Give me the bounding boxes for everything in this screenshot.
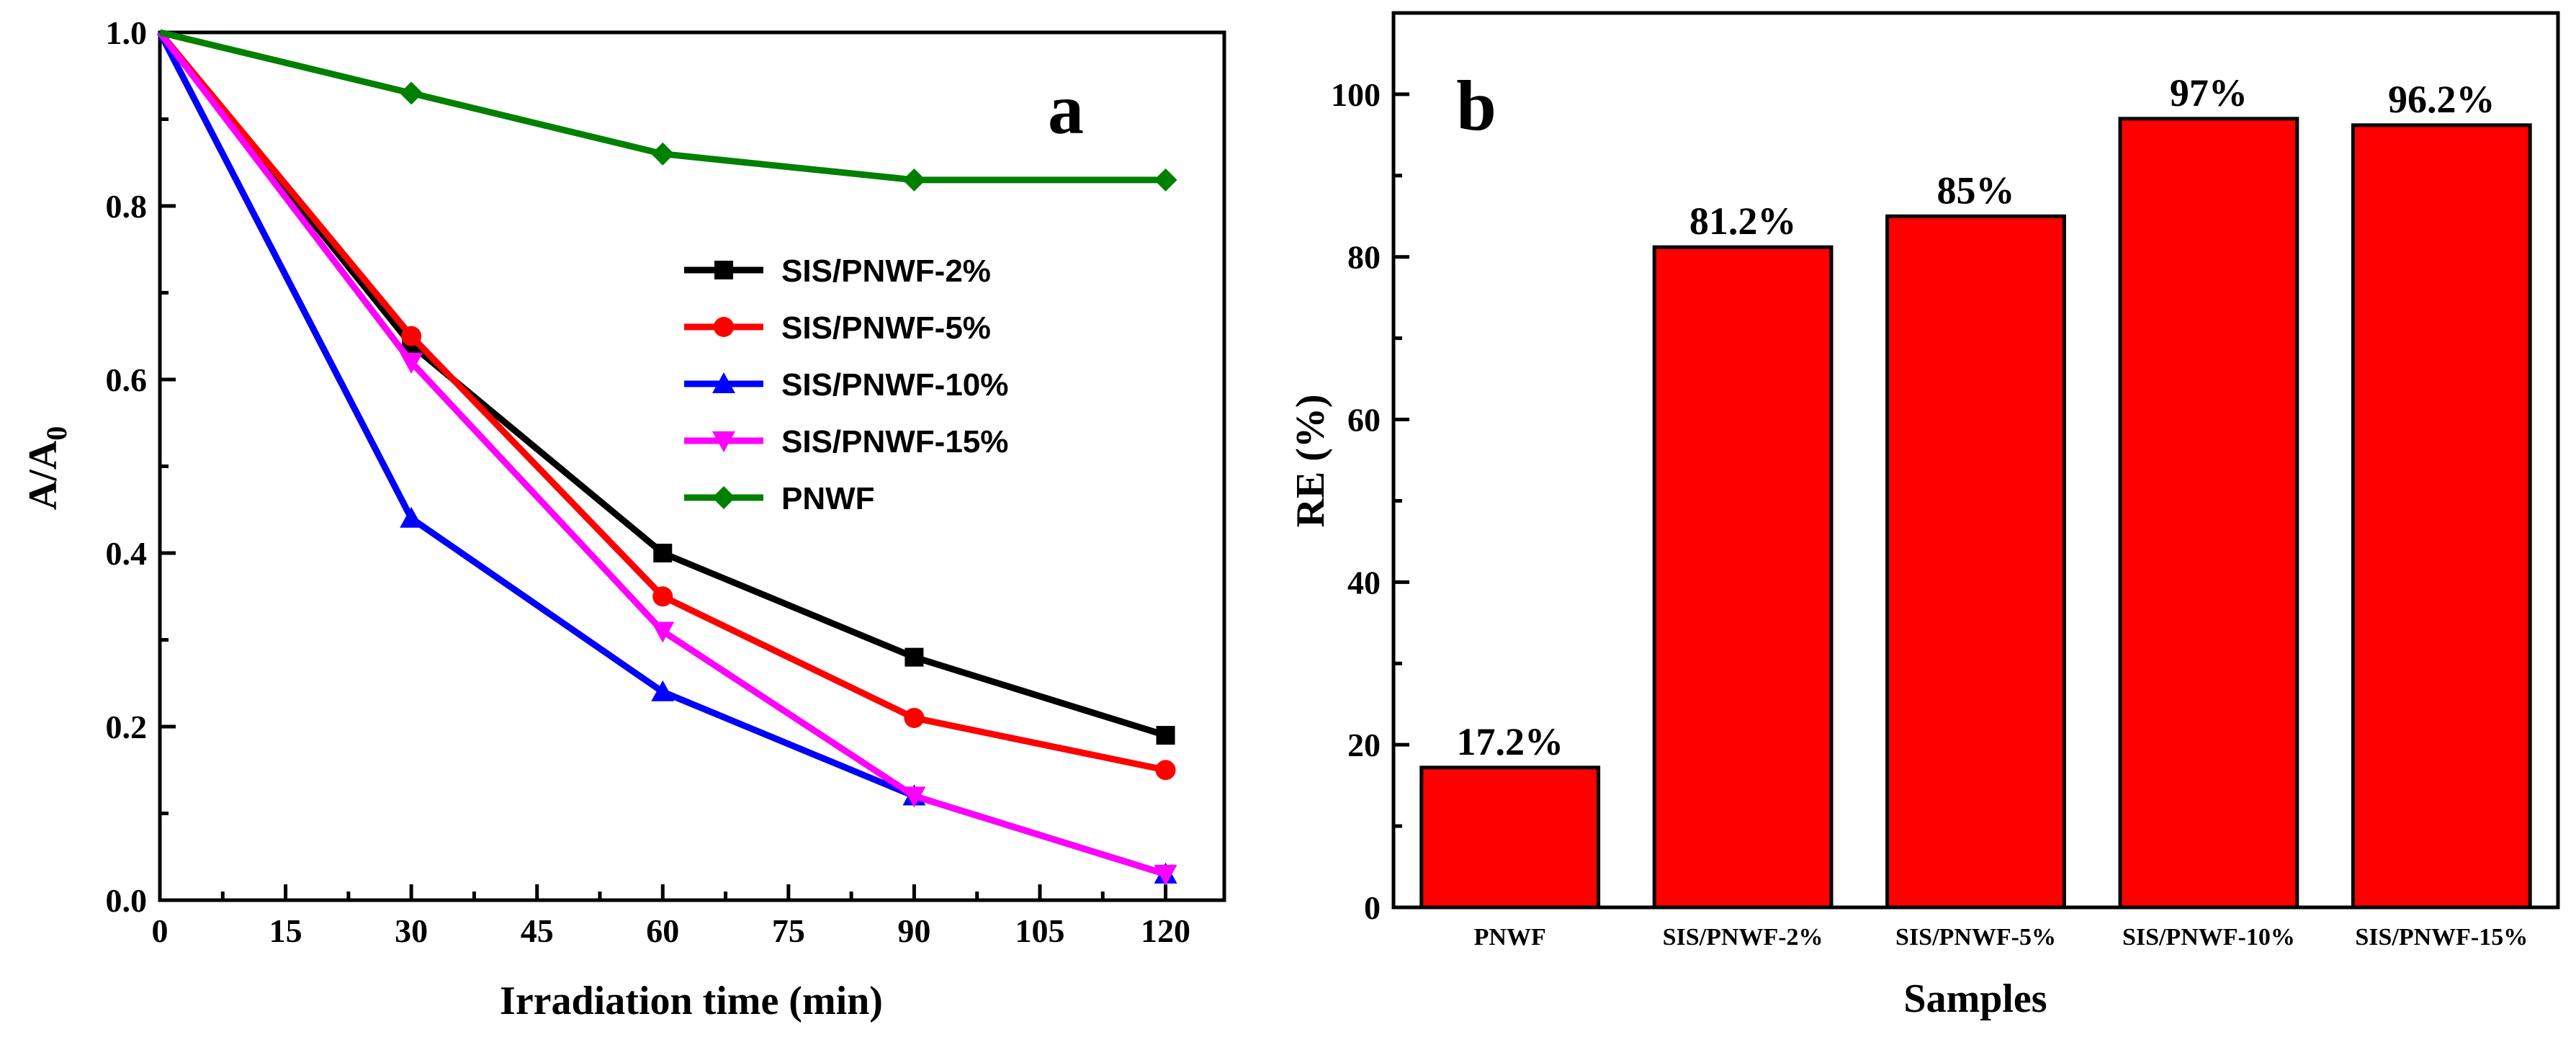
data-point (1156, 726, 1175, 745)
y-tick-label: 0.2 (106, 709, 148, 745)
panel-a-y-axis-title: A/A0 (21, 426, 73, 510)
series-pnwf (158, 29, 1177, 192)
panel-b-y-axis-title: RE (%) (1288, 394, 1333, 527)
data-point (902, 786, 926, 808)
panel-a-line-chart: 0 15 30 45 60 75 90 105 120 0.0 0.2 0.4 0.6 0.8 1.0 a… (21, 14, 1226, 1023)
bar-value-label: 96.2% (2388, 78, 2495, 121)
x-tick-label: 105 (1015, 912, 1064, 949)
bar (1652, 245, 1834, 910)
data-point (902, 168, 926, 192)
panel-b-x-axis-title: Samples (1903, 977, 2047, 1021)
y-tick-label: 1.0 (106, 14, 148, 51)
legend-label: SIS/PNWF-5% (781, 310, 991, 346)
data-point (1154, 168, 1177, 192)
x-tick-label: 60 (646, 912, 679, 949)
y-tick-label: 100 (1331, 76, 1381, 113)
panel-a-plot-frame (158, 30, 1226, 902)
bar-value-label: 85% (1937, 169, 2015, 212)
y-tick-label: 0.0 (106, 882, 148, 919)
legend-label: SIS/PNWF-15% (781, 424, 1008, 459)
y-tick-label: 0.4 (106, 535, 148, 572)
bar-value-label: 17.2% (1456, 720, 1563, 763)
x-tick-label: 30 (395, 912, 428, 949)
bar (1419, 766, 1601, 910)
legend-label: PNWF (781, 481, 875, 516)
data-point (653, 544, 673, 562)
legend-marker (712, 431, 735, 452)
category-label: SIS/PNWF-10% (2122, 924, 2295, 951)
data-point (400, 81, 423, 105)
series-sis-pnwf-5- (157, 30, 1176, 781)
bar (2118, 117, 2299, 910)
series-sis-pnwf-15- (157, 30, 1177, 886)
data-point (651, 142, 675, 166)
x-tick-label: 45 (521, 912, 554, 949)
panel-a-x-axis-title: Irradiation time (min) (500, 979, 883, 1023)
legend-marker (712, 486, 735, 509)
x-tick-label: 0 (152, 912, 169, 949)
panel-b-bar-chart: 0 20 40 60 80 100 17.2% 81.2% 85% 97% 96.2% PNWF S… (1288, 11, 2560, 1021)
data-point (401, 326, 422, 346)
y-tick-label: 60 (1347, 402, 1381, 439)
legend-label: SIS/PNWF-2% (781, 253, 991, 289)
data-point (651, 621, 675, 643)
x-tick-label: 15 (269, 912, 302, 949)
data-point (904, 707, 925, 728)
bar-value-label: 97% (2170, 71, 2248, 115)
y-tick-label: 20 (1347, 727, 1381, 763)
category-label: SIS/PNWF-15% (2355, 924, 2528, 951)
x-tick-label: 120 (1141, 912, 1190, 949)
data-point (905, 647, 924, 667)
legend-marker (714, 317, 734, 337)
x-tick-label: 75 (772, 912, 805, 949)
bar (1885, 214, 2066, 910)
legend-label: SIS/PNWF-10% (781, 367, 1008, 403)
data-point (651, 680, 675, 701)
y-tick-label: 0 (1364, 889, 1381, 926)
category-label: PNWF (1474, 924, 1546, 951)
legend-marker (714, 261, 733, 279)
bar (2351, 123, 2532, 910)
panel-b-letter: b (1456, 66, 1496, 145)
bar-value-label: 81.2% (1689, 199, 1797, 243)
data-point (1155, 760, 1176, 781)
legend-marker (712, 372, 735, 393)
y-tick-label: 80 (1347, 239, 1381, 276)
y-tick-label: 0.8 (106, 188, 148, 225)
data-point (652, 586, 673, 607)
y-tick-label: 40 (1347, 564, 1381, 601)
data-point (1154, 864, 1177, 886)
y-tick-label: 0.6 (106, 362, 148, 398)
data-point (400, 352, 423, 374)
x-tick-label: 90 (897, 912, 930, 949)
series-sis-pnwf-10- (157, 30, 1177, 884)
category-label: SIS/PNWF-2% (1663, 924, 1823, 951)
category-label: SIS/PNWF-5% (1895, 924, 2056, 951)
panel-a-letter: a (1048, 69, 1084, 149)
data-point (400, 506, 423, 528)
panel-a-legend: SIS/PNWF-2% SIS/PNWF-5% SIS/PNWF-10% SIS/PN… (684, 253, 1008, 516)
